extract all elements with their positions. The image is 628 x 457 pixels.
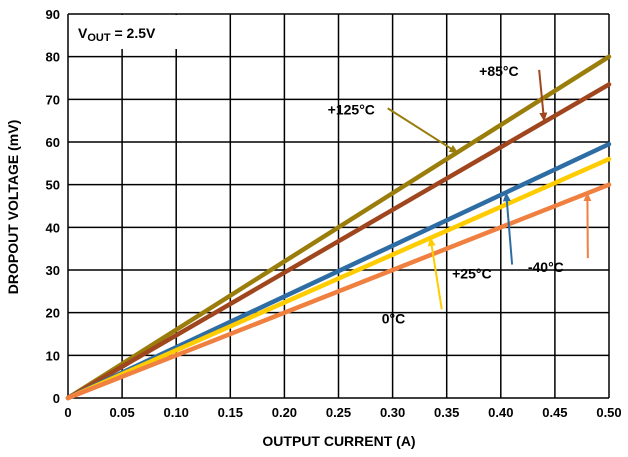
y-tick-label: 90	[46, 7, 60, 22]
tick-labels: 0 0.05 0.10 0.15 0.20 0.25 0.30 0.35 0.40 0.45 0.5…	[46, 7, 622, 420]
series-label: -40°C	[528, 259, 564, 275]
series-label: +85°C	[479, 63, 518, 79]
series-lines	[65, 54, 612, 401]
grid	[67, 13, 610, 399]
series-line	[65, 182, 612, 401]
series-label: 0°C	[382, 310, 406, 326]
series-line	[65, 156, 612, 401]
x-tick-label: 0.10	[164, 405, 189, 420]
x-tick-label: 0.35	[434, 405, 459, 420]
y-tick-label: 80	[46, 50, 60, 65]
annotations: +125°C +85°C +25°C 0°C -40°C	[328, 63, 592, 326]
annotation-arrow	[502, 192, 514, 265]
x-tick-label: 0.20	[272, 405, 297, 420]
annotation-arrow	[538, 69, 548, 122]
annotation-arrow	[427, 237, 443, 310]
x-tick-label: 0.50	[596, 405, 621, 420]
series-line	[65, 82, 612, 401]
x-axis-title: OUTPUT CURRENT (A)	[262, 433, 415, 449]
condition-label: VOUT = 2.5V	[78, 25, 156, 44]
x-tick-label: 0.30	[380, 405, 405, 420]
y-tick-label: 40	[46, 220, 60, 235]
y-tick-label: 30	[46, 263, 60, 278]
x-tick-label: 0.45	[542, 405, 567, 420]
x-tick-label: 0	[64, 405, 71, 420]
y-tick-label: 0	[53, 391, 60, 406]
condition-label-box	[70, 15, 194, 49]
y-axis-title: DROPOUT VOLTAGE (mV)	[5, 120, 21, 294]
y-tick-label: 50	[46, 178, 60, 193]
y-tick-label: 70	[46, 92, 60, 107]
annotation-arrow	[387, 107, 459, 154]
y-tick-label: 60	[46, 135, 60, 150]
x-tick-label: 0.40	[488, 405, 513, 420]
y-tick-label: 20	[46, 306, 60, 321]
x-tick-label: 0.05	[109, 405, 134, 420]
series-label: +125°C	[328, 101, 375, 117]
x-tick-label: 0.25	[326, 405, 351, 420]
series-line	[65, 54, 612, 401]
series-label: +25°C	[452, 266, 491, 282]
y-tick-label: 10	[46, 348, 60, 363]
x-tick-label: 0.15	[218, 405, 243, 420]
series-line	[65, 141, 612, 401]
